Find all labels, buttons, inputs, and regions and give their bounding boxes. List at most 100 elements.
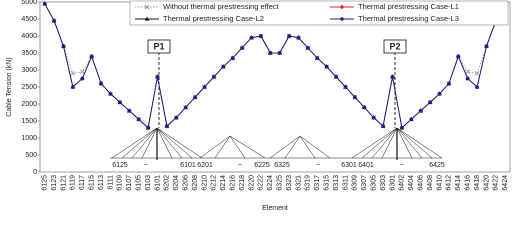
point	[484, 44, 489, 48]
x-tick-label: 6109	[117, 175, 124, 191]
legend-marker	[340, 17, 344, 21]
element-label: ~	[144, 162, 148, 169]
element-label: ~	[316, 162, 320, 169]
point	[447, 81, 451, 86]
series	[43, 1, 507, 130]
point	[334, 75, 338, 79]
x-tick-label: 6424	[502, 175, 509, 191]
point	[278, 51, 282, 55]
x-tick-label: 6121	[60, 175, 67, 191]
x-tick-label: 6216	[230, 175, 237, 191]
x-tick-label: 6119	[70, 175, 77, 190]
element-label: 6401	[358, 162, 374, 169]
y-axis-label: Cable Tension (kN)	[6, 57, 13, 116]
point	[108, 92, 113, 96]
x-tick-label: 6220	[248, 175, 255, 191]
point	[249, 36, 254, 40]
y-tick-label: 4000	[21, 33, 37, 40]
point	[466, 76, 470, 81]
point	[268, 51, 272, 55]
legend-label: Thermal prestressing Case-L3	[358, 14, 459, 23]
legend-label: Thermal prestressing Case-L1	[358, 2, 459, 11]
y-tick-label: 500	[25, 152, 37, 159]
point	[325, 64, 329, 69]
y-tick-label: 4500	[21, 16, 37, 23]
x-tick-label: 6212	[211, 175, 218, 191]
x-tick-label: 6206	[183, 175, 190, 191]
x-tick-label: 6317	[314, 175, 321, 191]
y-tick-label: 1000	[21, 135, 37, 142]
x-tick-label: 6321	[295, 175, 302, 191]
x-tick-label: 6307	[361, 175, 368, 191]
element-label: ~	[400, 162, 404, 169]
x-tick-label: 6402	[399, 175, 406, 191]
point	[400, 126, 404, 130]
x-tick-label: 6208	[192, 175, 199, 191]
x-tick-label: 6408	[427, 175, 434, 191]
element-label: 6425	[429, 162, 445, 169]
point	[259, 34, 263, 38]
point	[202, 85, 207, 89]
point	[193, 95, 197, 99]
y-tick-label: 1500	[21, 118, 37, 125]
x-tick-label: 6412	[446, 175, 453, 191]
point	[240, 46, 244, 50]
x-tick-label: 6311	[342, 175, 349, 190]
x-tick-label: 6309	[352, 175, 359, 191]
bridge-diagram	[110, 127, 443, 160]
point	[428, 100, 432, 105]
pylon-label: P2	[389, 41, 400, 51]
x-tick-label: 6111	[107, 175, 114, 190]
point	[353, 95, 357, 99]
x-tick-label: 6315	[324, 175, 331, 191]
element-label: 6101	[180, 162, 196, 169]
x-tick-label: 6202	[164, 175, 171, 191]
point	[79, 69, 85, 75]
point	[137, 117, 141, 122]
point	[465, 69, 471, 75]
point	[80, 76, 85, 81]
point	[71, 85, 75, 89]
point	[212, 75, 216, 79]
point	[52, 19, 56, 23]
x-tick-label: 6204	[173, 175, 180, 191]
point	[118, 100, 122, 105]
x-tick-label: 6214	[220, 175, 227, 191]
point	[390, 75, 395, 79]
point	[409, 117, 413, 122]
x-axis-label: Element	[262, 205, 288, 212]
x-tick-label: 6125	[42, 175, 49, 191]
x-tick-label: 6107	[126, 175, 133, 191]
x-tick-label: 6325	[277, 175, 284, 191]
x-tick-label: 6323	[286, 175, 293, 191]
element-label: 6301	[341, 162, 357, 169]
x-tick-label: 6422	[493, 175, 500, 191]
point	[437, 92, 442, 96]
point	[184, 105, 188, 110]
element-labels: 6125 ~6101 6201 ~6225 6325 ~6301 6401 ~6425	[112, 162, 445, 169]
point	[381, 124, 385, 128]
element-label: 6225	[254, 162, 270, 169]
x-tick-label: 6406	[418, 175, 425, 191]
plot-frame	[39, 1, 511, 173]
x-tick-label: 6115	[89, 175, 96, 190]
point	[475, 85, 479, 89]
x-tick-label: 6224	[267, 175, 274, 191]
point	[70, 71, 76, 76]
x-tick-label: 6301	[389, 175, 396, 191]
point	[343, 85, 348, 89]
x-tick-label: 6305	[371, 175, 378, 191]
point	[287, 34, 291, 38]
point	[146, 126, 150, 130]
point	[306, 46, 310, 50]
y-tick-label: 2500	[21, 84, 37, 91]
series-line	[44, 3, 506, 129]
y-tick-label: 3000	[21, 67, 37, 74]
x-tick-label: 6410	[436, 175, 443, 191]
point	[296, 36, 301, 40]
x-tick-label: 6101	[154, 175, 161, 191]
point	[315, 56, 319, 60]
legend-label: Thermal prestressing Case-L2	[163, 14, 264, 23]
point	[155, 75, 160, 79]
point	[419, 109, 423, 113]
